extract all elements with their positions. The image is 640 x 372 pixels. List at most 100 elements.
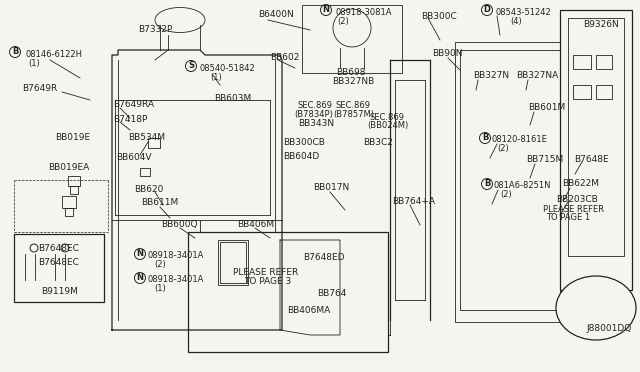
Bar xyxy=(596,55,612,69)
Text: 081A6-8251N: 081A6-8251N xyxy=(494,181,552,190)
Text: N: N xyxy=(323,6,330,15)
Bar xyxy=(573,85,591,99)
Text: (2): (2) xyxy=(500,190,512,199)
Text: B7648EC: B7648EC xyxy=(38,258,79,267)
Bar xyxy=(573,55,591,69)
Text: BB300C: BB300C xyxy=(421,12,457,21)
Bar xyxy=(455,42,565,322)
Text: BB017N: BB017N xyxy=(313,183,349,192)
Bar xyxy=(568,18,624,256)
Text: (2): (2) xyxy=(337,17,349,26)
Text: PLEASE REFER: PLEASE REFER xyxy=(543,205,604,214)
Text: BB406MA: BB406MA xyxy=(287,306,330,315)
Text: BB3C2: BB3C2 xyxy=(363,138,393,147)
Text: N: N xyxy=(136,273,143,282)
Text: BB327N: BB327N xyxy=(473,71,509,80)
Bar xyxy=(567,290,593,308)
Bar xyxy=(188,232,388,352)
Text: BB764+A: BB764+A xyxy=(392,197,435,206)
Text: (BB024M): (BB024M) xyxy=(367,121,408,130)
Text: PLEASE REFER: PLEASE REFER xyxy=(234,268,299,277)
Text: BB343N: BB343N xyxy=(298,119,334,128)
Text: (2): (2) xyxy=(497,144,509,153)
Text: (1): (1) xyxy=(210,73,221,82)
Text: BB600Q: BB600Q xyxy=(161,220,198,229)
Text: 08146-6122H: 08146-6122H xyxy=(25,50,82,59)
Text: B: B xyxy=(482,134,488,142)
Text: BB203CB: BB203CB xyxy=(556,195,598,204)
Bar xyxy=(68,176,80,186)
Text: B9119M: B9119M xyxy=(41,287,78,296)
Text: J88001DQ: J88001DQ xyxy=(587,324,632,333)
Bar xyxy=(567,310,593,326)
Text: 08918-3401A: 08918-3401A xyxy=(148,251,204,260)
Text: D: D xyxy=(483,6,490,15)
Text: SEC.869: SEC.869 xyxy=(370,113,405,122)
Bar xyxy=(65,208,73,216)
Text: 08918-3081A: 08918-3081A xyxy=(335,8,392,17)
Text: BB601M: BB601M xyxy=(528,103,565,112)
Bar xyxy=(310,250,370,320)
Text: B7648ED: B7648ED xyxy=(303,253,344,262)
Text: BB327NB: BB327NB xyxy=(332,77,374,86)
Bar xyxy=(148,138,160,148)
Text: BB019E: BB019E xyxy=(55,133,90,142)
Text: BB90N: BB90N xyxy=(432,49,463,58)
Text: 08540-51842: 08540-51842 xyxy=(200,64,256,73)
Bar xyxy=(596,85,612,99)
Text: BB602: BB602 xyxy=(270,53,300,62)
Text: BB715M: BB715M xyxy=(526,155,563,164)
Text: BB534M: BB534M xyxy=(128,133,165,142)
Text: (4): (4) xyxy=(510,17,522,26)
Bar xyxy=(14,234,104,302)
Text: BB327NA: BB327NA xyxy=(516,71,558,80)
Bar xyxy=(218,240,248,285)
Bar xyxy=(220,242,246,283)
Text: B9326N: B9326N xyxy=(583,20,619,29)
Text: BB604V: BB604V xyxy=(116,153,152,162)
Text: (1): (1) xyxy=(154,284,166,293)
Text: SEC.869: SEC.869 xyxy=(336,101,371,110)
Text: SEC.869: SEC.869 xyxy=(297,101,332,110)
Bar xyxy=(302,5,402,73)
Text: B7649R: B7649R xyxy=(22,84,57,93)
Text: 08543-51242: 08543-51242 xyxy=(496,8,552,17)
Text: BB604D: BB604D xyxy=(283,152,319,161)
Text: BB300CB: BB300CB xyxy=(283,138,325,147)
Text: BB603M: BB603M xyxy=(214,94,252,103)
Bar xyxy=(560,10,632,290)
Text: TO PAGE 1: TO PAGE 1 xyxy=(546,213,590,222)
Text: BB764: BB764 xyxy=(317,289,346,298)
Text: (2): (2) xyxy=(154,260,166,269)
Text: BB019EA: BB019EA xyxy=(48,163,89,172)
Text: BB406M: BB406M xyxy=(237,220,274,229)
Text: (B7834P): (B7834P) xyxy=(294,110,333,119)
Text: BB611M: BB611M xyxy=(141,198,179,207)
Bar xyxy=(594,290,620,308)
Bar xyxy=(460,50,560,310)
Bar xyxy=(70,186,78,194)
Text: S: S xyxy=(188,61,194,71)
Text: 08120-8161E: 08120-8161E xyxy=(492,135,548,144)
Bar xyxy=(589,289,595,329)
Text: (1): (1) xyxy=(28,59,40,68)
Text: B7649RA: B7649RA xyxy=(113,100,154,109)
Text: N: N xyxy=(136,250,143,259)
Text: B7418P: B7418P xyxy=(113,115,147,124)
Text: BB620: BB620 xyxy=(134,185,163,194)
Text: B6400N: B6400N xyxy=(258,10,294,19)
Text: (B7857M): (B7857M) xyxy=(333,110,374,119)
Text: 08918-3401A: 08918-3401A xyxy=(148,275,204,284)
Text: TO PAGE 3: TO PAGE 3 xyxy=(244,277,292,286)
Text: B7648EC: B7648EC xyxy=(38,244,79,253)
Bar xyxy=(594,310,620,326)
Bar xyxy=(62,196,76,208)
Text: B7648E: B7648E xyxy=(574,155,609,164)
Text: BB698: BB698 xyxy=(336,68,365,77)
Text: B7332P: B7332P xyxy=(138,25,172,34)
Text: B: B xyxy=(12,48,18,57)
Ellipse shape xyxy=(556,276,636,340)
Text: BB622M: BB622M xyxy=(562,179,599,188)
Text: B: B xyxy=(484,180,490,189)
Bar xyxy=(140,168,150,176)
